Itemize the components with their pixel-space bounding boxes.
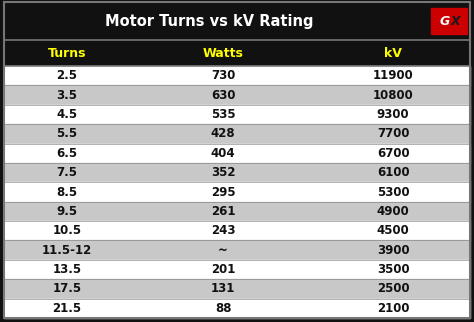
Text: 88: 88 (215, 302, 231, 315)
Text: 6100: 6100 (377, 166, 410, 179)
Text: Turns: Turns (48, 46, 86, 60)
Text: 4900: 4900 (377, 205, 410, 218)
Text: 21.5: 21.5 (52, 302, 82, 315)
Text: ~: ~ (218, 244, 228, 257)
Text: 7.5: 7.5 (56, 166, 77, 179)
Text: 4500: 4500 (377, 224, 410, 237)
Text: kV: kV (384, 46, 402, 60)
Text: 6.5: 6.5 (56, 147, 77, 160)
Text: 8.5: 8.5 (56, 185, 77, 198)
Bar (4, 260, 470, 279)
Text: 243: 243 (211, 224, 235, 237)
Bar (4, 40, 470, 66)
Text: 2.5: 2.5 (56, 69, 77, 82)
Text: 261: 261 (211, 205, 235, 218)
Text: 6700: 6700 (377, 147, 410, 160)
Text: 10.5: 10.5 (52, 224, 82, 237)
Bar (4, 85, 470, 105)
Text: 3.5: 3.5 (56, 89, 77, 101)
Text: 3900: 3900 (377, 244, 410, 257)
Text: 3500: 3500 (377, 263, 410, 276)
Text: 5.5: 5.5 (56, 127, 77, 140)
Text: 535: 535 (211, 108, 235, 121)
Bar (4, 202, 470, 221)
Bar (4, 144, 470, 163)
Text: 9.5: 9.5 (56, 205, 77, 218)
Text: X: X (451, 14, 460, 27)
Bar (4, 2, 470, 40)
Text: 17.5: 17.5 (52, 282, 82, 295)
Bar (4, 124, 470, 144)
Text: 9300: 9300 (377, 108, 410, 121)
Bar (4, 241, 470, 260)
Text: 131: 131 (211, 282, 235, 295)
Text: 11900: 11900 (373, 69, 413, 82)
Text: 428: 428 (211, 127, 235, 140)
Text: 352: 352 (211, 166, 235, 179)
Bar (4, 105, 470, 124)
Bar (431, 8, 467, 34)
Text: 10800: 10800 (373, 89, 413, 101)
Text: 730: 730 (211, 69, 235, 82)
Text: 7700: 7700 (377, 127, 410, 140)
Text: 295: 295 (211, 185, 235, 198)
Text: 4.5: 4.5 (56, 108, 77, 121)
Text: 201: 201 (211, 263, 235, 276)
Bar (4, 163, 470, 182)
Bar (4, 221, 470, 241)
Text: Motor Turns vs kV Rating: Motor Turns vs kV Rating (105, 14, 313, 29)
Text: 2500: 2500 (377, 282, 410, 295)
Text: Watts: Watts (202, 46, 244, 60)
Text: 11.5-12: 11.5-12 (42, 244, 92, 257)
Bar (4, 298, 470, 318)
Bar (4, 66, 470, 85)
Text: 13.5: 13.5 (52, 263, 82, 276)
Bar (4, 182, 470, 202)
Text: 5300: 5300 (377, 185, 410, 198)
Text: 630: 630 (211, 89, 235, 101)
Bar (4, 279, 470, 298)
Text: G: G (439, 14, 450, 27)
Text: 2100: 2100 (377, 302, 410, 315)
Text: 404: 404 (211, 147, 235, 160)
